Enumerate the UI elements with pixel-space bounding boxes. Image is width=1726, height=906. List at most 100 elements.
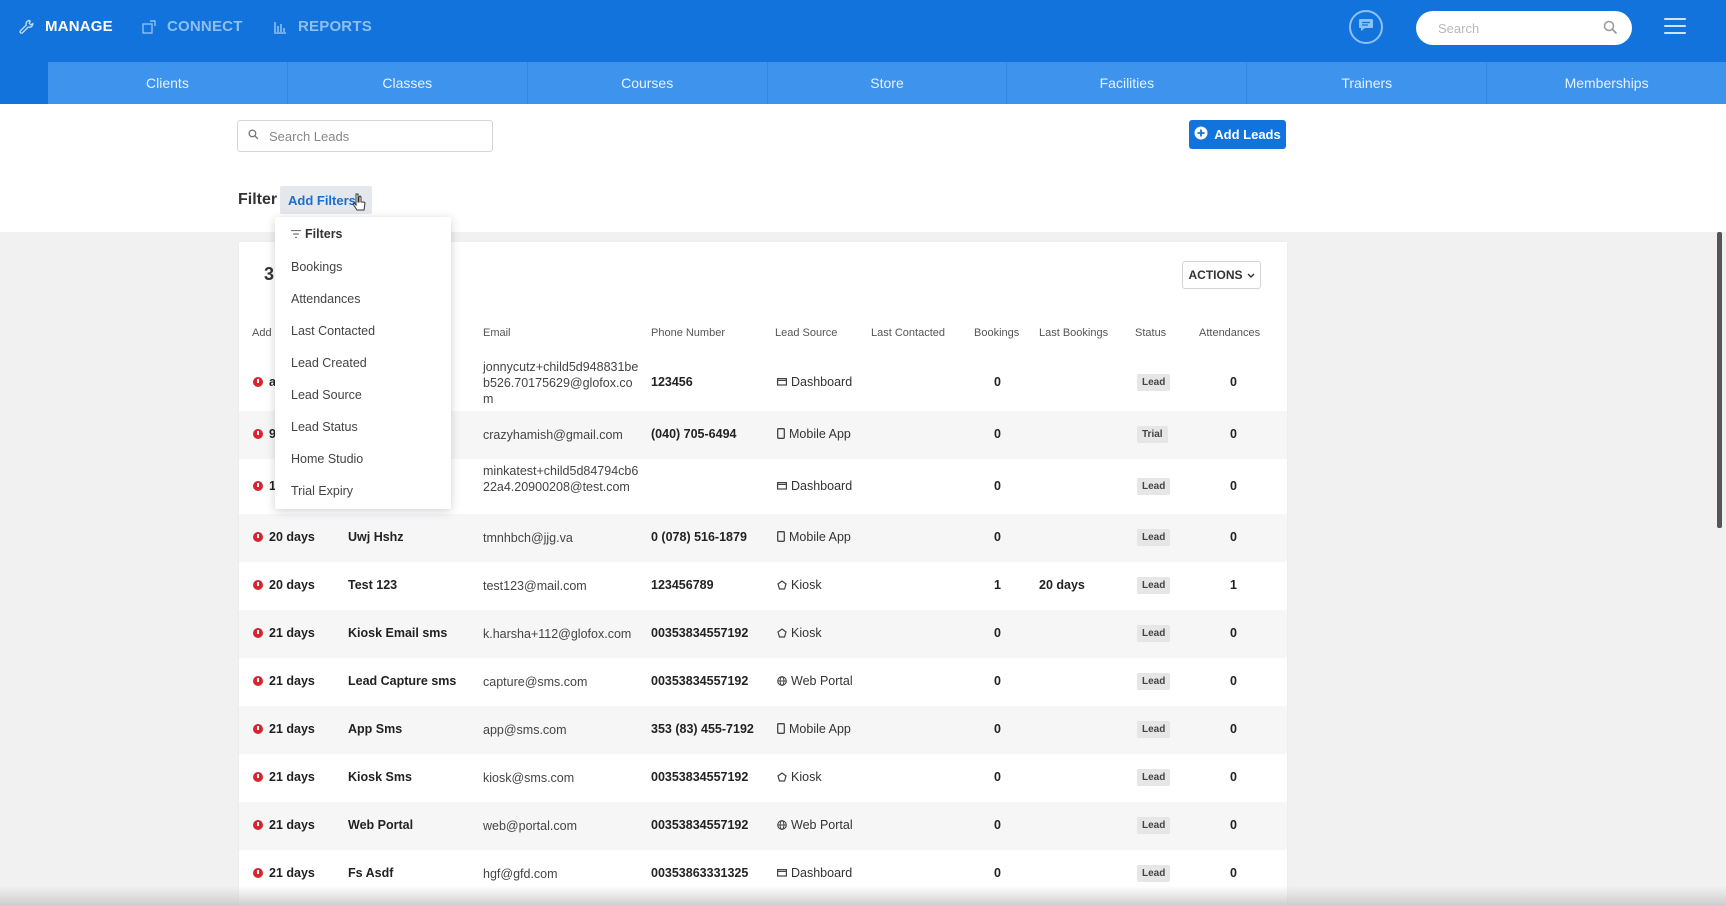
email-cell: hgf@gfd.com <box>483 867 558 881</box>
add-filters-button[interactable]: Add Filters <box>280 186 372 214</box>
email-cell: minkatest+child5d84794cb622a4.20900208@t… <box>483 464 639 494</box>
tab-courses[interactable]: Courses <box>528 62 768 104</box>
added-value: 21 days <box>269 626 315 640</box>
lead-search-input[interactable] <box>267 127 471 145</box>
added-value: 20 days <box>269 578 315 592</box>
attendances-cell: 1 <box>1230 578 1237 592</box>
column-header-last-bookings[interactable]: Last Bookings <box>1039 327 1109 339</box>
chat-button[interactable] <box>1349 10 1383 44</box>
page-scrollbar[interactable] <box>1717 232 1722 528</box>
bookings-cell: 0 <box>994 530 1001 544</box>
added-value: 21 days <box>269 722 315 736</box>
email-cell: test123@mail.com <box>483 579 587 593</box>
tab-classes[interactable]: Classes <box>288 62 528 104</box>
lead-name-cell[interactable]: Test 123 <box>348 578 398 592</box>
tab-clients[interactable]: Clients <box>48 62 288 104</box>
added-value: 21 days <box>269 770 315 784</box>
filter-label: Filter <box>238 191 278 208</box>
monitor-icon <box>777 376 788 390</box>
alert-dot-icon <box>253 377 263 387</box>
filter-option-trial-expiry[interactable]: Trial Expiry <box>291 484 354 498</box>
lead-source-cell: Kiosk <box>777 626 822 641</box>
filter-option-last-contacted[interactable]: Last Contacted <box>291 324 376 338</box>
bookings-cell: 0 <box>994 866 1001 880</box>
add-leads-button[interactable]: Add Leads <box>1189 120 1286 149</box>
lead-source-value: Web Portal <box>791 818 853 832</box>
attendances-cell: 0 <box>1230 626 1237 640</box>
column-header-added[interactable]: Add <box>252 327 272 339</box>
tab-store[interactable]: Store <box>768 62 1008 104</box>
lead-source-value: Kiosk <box>791 626 822 640</box>
actions-dropdown-button[interactable]: ACTIONS <box>1182 261 1261 289</box>
lead-name-cell[interactable]: Fs Asdf <box>348 866 394 880</box>
bookings-cell: 0 <box>994 479 1001 493</box>
leads-count: 3 <box>264 264 275 284</box>
column-header-phone[interactable]: Phone Number <box>651 327 725 339</box>
plus-circle-icon <box>1194 126 1208 143</box>
column-header-email[interactable]: Email <box>483 327 511 339</box>
column-header-status[interactable]: Status <box>1135 327 1167 339</box>
added-value: 21 days <box>269 818 315 832</box>
phone-cell: 00353834557192 <box>651 674 749 688</box>
tab-memberships[interactable]: Memberships <box>1564 75 1649 91</box>
lead-name-cell[interactable]: App Sms <box>348 722 403 736</box>
lead-source-cell: Dashboard <box>777 866 852 881</box>
nav-connect[interactable]: CONNECT <box>141 18 243 35</box>
hamburger-menu-icon[interactable] <box>1664 18 1686 35</box>
attendances-cell: 0 <box>1230 818 1237 832</box>
lead-source-cell: Kiosk <box>777 578 822 593</box>
table-row[interactable] <box>239 802 1287 850</box>
email-cell: web@portal.com <box>483 819 577 833</box>
tab-facilities[interactable]: Facilities <box>1007 62 1248 104</box>
top-navigation-bar: MANAGE CONNECT REPORTS <box>0 0 1726 62</box>
filter-option-bookings[interactable]: Bookings <box>291 260 343 274</box>
added-cell: 21 days <box>253 818 315 832</box>
column-header-bookings[interactable]: Bookings <box>974 327 1020 339</box>
lead-source-cell: Mobile App <box>777 722 851 737</box>
tab-trainers[interactable]: Trainers <box>1247 62 1488 104</box>
nav-manage[interactable]: MANAGE <box>19 18 113 35</box>
added-value: 21 days <box>269 674 315 688</box>
lead-name-cell[interactable]: Web Portal <box>348 818 414 832</box>
filter-option-home-studio[interactable]: Home Studio <box>291 452 364 466</box>
kiosk-icon <box>777 771 787 785</box>
global-search-input[interactable] <box>1436 19 1590 37</box>
mouse-pointer-icon <box>352 193 366 218</box>
search-icon[interactable] <box>1603 20 1618 40</box>
attendances-cell: 0 <box>1230 722 1237 736</box>
lead-name-cell[interactable]: Kiosk Email sms <box>348 626 448 640</box>
column-header-lead-source[interactable]: Lead Source <box>775 327 838 339</box>
filters-header-label: Filters <box>305 227 343 241</box>
lead-name-cell[interactable]: Uwj Hshz <box>348 530 404 544</box>
kiosk-icon <box>777 627 787 641</box>
filter-option-lead-status[interactable]: Lead Status <box>291 420 358 434</box>
filter-option-lead-source[interactable]: Lead Source <box>291 388 362 402</box>
filter-option-lead-created[interactable]: Lead Created <box>291 356 367 370</box>
nav-reports[interactable]: REPORTS <box>272 18 372 35</box>
status-badge: Lead <box>1137 625 1171 642</box>
alert-dot-icon <box>253 820 263 830</box>
filter-option-attendances[interactable]: Attendances <box>291 292 361 306</box>
table-row[interactable] <box>239 706 1287 754</box>
attendances-cell: 0 <box>1230 530 1237 544</box>
table-row[interactable] <box>239 610 1287 658</box>
nav-connect-label: CONNECT <box>167 18 243 35</box>
column-header-last-contacted[interactable]: Last Contacted <box>871 327 945 339</box>
column-header-attendances[interactable]: Attendances <box>1199 327 1261 339</box>
search-icon <box>248 127 259 145</box>
globe-icon <box>777 675 787 689</box>
lead-name-cell[interactable]: Kiosk Sms <box>348 770 412 784</box>
attendances-cell: 0 <box>1230 427 1237 441</box>
added-cell: a <box>253 375 276 389</box>
added-cell: 9 <box>253 427 276 441</box>
lead-search-box[interactable] <box>237 120 493 152</box>
lead-source-value: Dashboard <box>791 479 853 493</box>
status-badge: Lead <box>1137 865 1171 882</box>
added-cell: 21 days <box>253 626 315 640</box>
subnav-spacer <box>0 62 48 104</box>
lead-name-cell[interactable]: Lead Capture sms <box>348 674 457 688</box>
global-search-box[interactable] <box>1416 11 1632 45</box>
added-cell: 21 days <box>253 722 315 736</box>
status-badge: Lead <box>1137 817 1171 834</box>
table-row[interactable] <box>239 514 1287 562</box>
